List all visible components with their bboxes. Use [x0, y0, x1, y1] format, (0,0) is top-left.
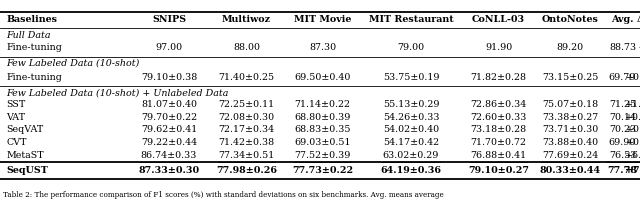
Text: 73.38±0.27: 73.38±0.27 [542, 113, 598, 122]
Text: 53.75±0.19: 53.75±0.19 [383, 73, 439, 83]
Text: MetaST: MetaST [6, 151, 44, 160]
Text: 69.79: 69.79 [609, 73, 636, 83]
Text: 88.00: 88.00 [233, 43, 260, 52]
Text: 73.88±0.40: 73.88±0.40 [542, 138, 598, 147]
Text: 69.90: 69.90 [609, 138, 636, 147]
Text: 72.86±0.34: 72.86±0.34 [470, 100, 527, 109]
Text: 69.03±0.51: 69.03±0.51 [294, 138, 351, 147]
Text: Few Labeled Data (10-shot): Few Labeled Data (10-shot) [6, 59, 140, 68]
Text: 77.98±0.26: 77.98±0.26 [216, 166, 277, 175]
Text: +0.00: +0.00 [625, 73, 640, 83]
Text: -: - [638, 43, 640, 52]
Text: 72.17±0.34: 72.17±0.34 [218, 125, 275, 135]
Text: 54.02±0.40: 54.02±0.40 [383, 125, 439, 135]
Text: 89.20: 89.20 [556, 43, 584, 52]
Text: 77.73±0.22: 77.73±0.22 [292, 166, 353, 175]
Text: 73.15±0.25: 73.15±0.25 [542, 73, 598, 83]
Text: MIT Restaurant: MIT Restaurant [369, 16, 453, 24]
Text: +1.46: +1.46 [625, 100, 640, 109]
Text: 54.17±0.42: 54.17±0.42 [383, 138, 439, 147]
Text: Full Data: Full Data [6, 30, 51, 40]
Text: SeqVAT: SeqVAT [6, 125, 44, 135]
Text: 88.73: 88.73 [609, 43, 636, 52]
Text: 71.14±0.22: 71.14±0.22 [294, 100, 351, 109]
Text: 71.25: 71.25 [609, 100, 636, 109]
Text: Avg.: Avg. [611, 16, 634, 24]
Text: 80.33±0.44: 80.33±0.44 [540, 166, 600, 175]
Text: 79.00: 79.00 [397, 43, 424, 52]
Text: Δ: Δ [636, 16, 640, 24]
Text: OntoNotes: OntoNotes [541, 16, 598, 24]
Text: MIT Movie: MIT Movie [294, 16, 351, 24]
Text: Few Labeled Data (10-shot) + Unlabeled Data: Few Labeled Data (10-shot) + Unlabeled D… [6, 89, 229, 97]
Text: 79.22±0.44: 79.22±0.44 [141, 138, 197, 147]
Text: VAT: VAT [6, 113, 26, 122]
Text: 73.71±0.30: 73.71±0.30 [542, 125, 598, 135]
Text: 72.08±0.30: 72.08±0.30 [218, 113, 275, 122]
Text: 68.83±0.35: 68.83±0.35 [294, 125, 351, 135]
Text: 68.80±0.39: 68.80±0.39 [294, 113, 351, 122]
Text: 70.23: 70.23 [609, 125, 636, 135]
Text: 71.40±0.25: 71.40±0.25 [218, 73, 275, 83]
Text: 81.07±0.40: 81.07±0.40 [141, 100, 197, 109]
Text: 75.07±0.18: 75.07±0.18 [542, 100, 598, 109]
Text: Multiwoz: Multiwoz [222, 16, 271, 24]
Text: +0.35: +0.35 [625, 113, 640, 122]
Text: 79.10±0.27: 79.10±0.27 [468, 166, 529, 175]
Text: 76.88±0.41: 76.88±0.41 [470, 151, 527, 160]
Text: 71.42±0.38: 71.42±0.38 [218, 138, 275, 147]
Text: SNIPS: SNIPS [152, 16, 186, 24]
Text: 77.52±0.39: 77.52±0.39 [294, 151, 351, 160]
Text: +0.44: +0.44 [625, 125, 640, 135]
Text: Fine-tuning: Fine-tuning [6, 73, 63, 83]
Text: 87.30: 87.30 [309, 43, 336, 52]
Text: 79.10±0.38: 79.10±0.38 [141, 73, 197, 83]
Text: CVT: CVT [6, 138, 27, 147]
Text: 79.62±0.41: 79.62±0.41 [141, 125, 197, 135]
Text: SST: SST [6, 100, 26, 109]
Text: 55.13±0.29: 55.13±0.29 [383, 100, 439, 109]
Text: 71.70±0.72: 71.70±0.72 [470, 138, 527, 147]
Text: 77.78: 77.78 [607, 166, 637, 175]
Text: +6.74: +6.74 [625, 151, 640, 160]
Text: 72.60±0.33: 72.60±0.33 [470, 113, 527, 122]
Text: Fine-tuning: Fine-tuning [6, 43, 63, 52]
Text: 63.02±0.29: 63.02±0.29 [383, 151, 439, 160]
Text: CoNLL-03: CoNLL-03 [472, 16, 525, 24]
Text: Table 2: The performance comparison of F1 scores (%) with standard deviations on: Table 2: The performance comparison of F… [3, 191, 444, 199]
Text: 79.70±0.22: 79.70±0.22 [141, 113, 197, 122]
Text: 87.33±0.30: 87.33±0.30 [138, 166, 200, 175]
Text: Baselines: Baselines [6, 16, 58, 24]
Text: 77.69±0.24: 77.69±0.24 [542, 151, 598, 160]
Text: 54.26±0.33: 54.26±0.33 [383, 113, 439, 122]
Text: 71.82±0.28: 71.82±0.28 [470, 73, 527, 83]
Text: 70.14: 70.14 [609, 113, 636, 122]
Text: SeqUST: SeqUST [6, 166, 49, 175]
Text: 86.74±0.33: 86.74±0.33 [141, 151, 197, 160]
Text: 77.34±0.51: 77.34±0.51 [218, 151, 275, 160]
Text: 76.53: 76.53 [609, 151, 636, 160]
Text: 73.18±0.28: 73.18±0.28 [470, 125, 527, 135]
Text: 64.19±0.36: 64.19±0.36 [381, 166, 442, 175]
Text: 97.00: 97.00 [156, 43, 182, 52]
Text: 72.25±0.11: 72.25±0.11 [218, 100, 275, 109]
Text: +7.99: +7.99 [625, 166, 640, 175]
Text: 91.90: 91.90 [485, 43, 512, 52]
Text: +0.11: +0.11 [625, 138, 640, 147]
Text: 69.50±0.40: 69.50±0.40 [294, 73, 351, 83]
